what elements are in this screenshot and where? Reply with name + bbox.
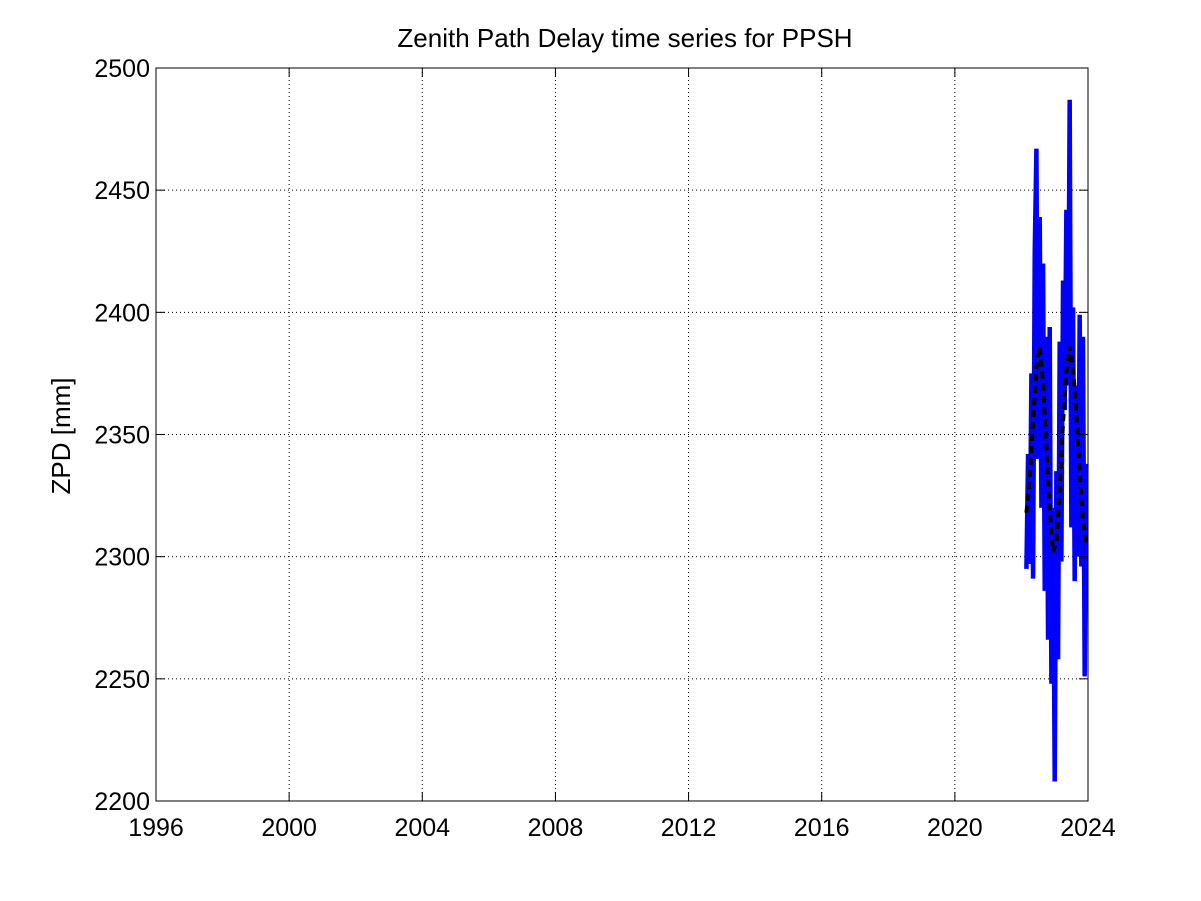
x-tick-label: 2020	[927, 814, 983, 842]
y-tick-label: 2350	[94, 422, 150, 450]
y-tick-label: 2400	[94, 299, 150, 327]
y-tick-label: 2500	[94, 55, 150, 83]
y-tick-label: 2450	[94, 177, 150, 205]
y-tick-label: 2300	[94, 544, 150, 572]
x-tick-label: 2016	[794, 814, 850, 842]
grid-lines	[156, 68, 1088, 801]
x-tick-label: 2008	[528, 814, 584, 842]
x-tick-label: 1996	[128, 814, 184, 842]
x-tick-label: 2000	[261, 814, 317, 842]
chart-title: Zenith Path Delay time series for PPSH	[397, 23, 852, 53]
axis-ticks: 1996 2000 2004 2008 2012 2016 2020 2024 2200 2250…	[94, 55, 1116, 842]
y-tick-label: 2200	[94, 788, 150, 816]
x-tick-label: 2012	[661, 814, 717, 842]
y-axis-label: ZPD [mm]	[46, 378, 76, 495]
x-tick-label: 2024	[1060, 814, 1116, 842]
series-line-smoothed	[1024, 346, 1089, 553]
y-tick-label: 2250	[94, 666, 150, 694]
x-tick-label: 2004	[394, 814, 450, 842]
plot-area	[1024, 99, 1089, 782]
